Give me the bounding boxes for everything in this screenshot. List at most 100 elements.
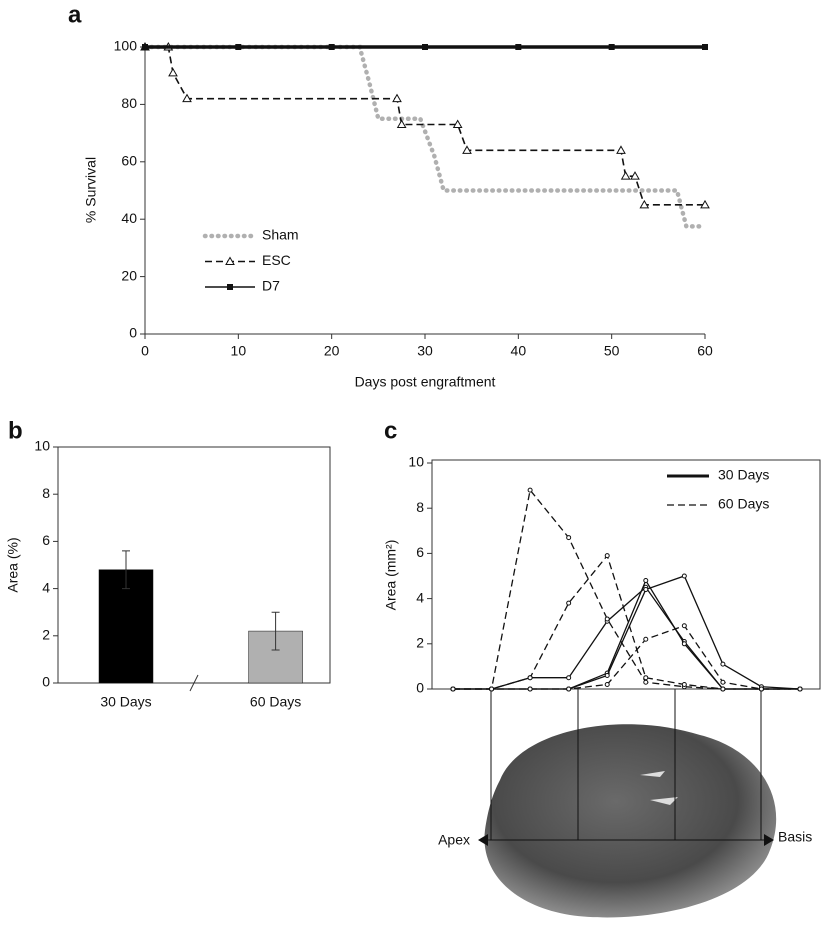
x-tick-label: 20 [324, 343, 340, 359]
y-tick-label: 10 [34, 438, 50, 454]
x-tick-label: 10 [231, 343, 247, 359]
marker [643, 587, 649, 593]
series-line [453, 579, 800, 690]
y-tick-label: 4 [42, 579, 50, 595]
marker [142, 44, 148, 50]
y-tick-label: 0 [42, 674, 50, 690]
heart-highlight [640, 771, 678, 805]
series-line [453, 488, 800, 690]
marker [566, 675, 572, 681]
error-bar [271, 611, 280, 651]
y-axis-label: % Survival [83, 157, 99, 223]
series-line [453, 624, 800, 690]
marker [643, 679, 649, 685]
y-tick-label: 6 [416, 544, 424, 560]
x-axis-label: Days post engraftment [355, 374, 496, 390]
legend-label: ESC [262, 252, 291, 268]
y-tick-label: 80 [121, 95, 137, 111]
marker [702, 44, 708, 50]
legend-label: D7 [262, 278, 280, 294]
marker [643, 636, 649, 642]
marker [515, 44, 522, 50]
marker [797, 686, 803, 692]
series-line [453, 575, 801, 690]
marker [489, 686, 495, 692]
marker [700, 199, 710, 209]
marker [182, 93, 192, 103]
marker [681, 681, 687, 687]
marker [604, 616, 610, 622]
y-tick-label: 2 [42, 627, 50, 643]
marker [235, 44, 242, 50]
marker [604, 681, 610, 687]
marker [630, 171, 640, 180]
series-line [453, 554, 800, 690]
marker [225, 256, 235, 265]
marker [616, 145, 626, 154]
marker [452, 119, 463, 128]
y-tick-label: 100 [114, 38, 138, 54]
y-tick-label: 6 [42, 532, 50, 548]
series-line [453, 586, 800, 690]
legend-label: 30 Days [718, 467, 769, 483]
x-tick-label: 50 [604, 343, 620, 359]
marker [168, 67, 178, 77]
marker [396, 119, 407, 128]
marker [462, 145, 472, 154]
x-tick-label: 0 [141, 343, 149, 359]
y-tick-label: 0 [416, 680, 424, 696]
marker [639, 199, 650, 209]
marker [566, 535, 572, 541]
y-tick-label: 60 [121, 153, 137, 169]
marker [422, 44, 428, 50]
marker [620, 171, 631, 180]
x-tick-label: 30 Days [100, 694, 151, 710]
marker [450, 686, 456, 692]
marker [681, 573, 687, 579]
marker [566, 686, 572, 692]
y-tick-label: 0 [129, 325, 137, 341]
plot-frame [431, 459, 821, 690]
legend-label: Sham [262, 227, 299, 243]
marker [604, 553, 610, 559]
y-tick-label: 20 [121, 267, 137, 283]
legend-label: 60 Days [718, 496, 769, 512]
y-axis-label: Area (mm²) [383, 540, 399, 611]
y-tick-label: 10 [408, 454, 424, 470]
panel-label: a [68, 1, 82, 28]
y-tick-label: 8 [416, 499, 424, 515]
y-tick-label: 2 [416, 635, 424, 651]
marker [527, 487, 533, 493]
y-tick-label: 40 [121, 210, 137, 226]
x-tick-label: 60 [697, 343, 713, 359]
annotation: Basis [778, 829, 812, 845]
marker [608, 44, 615, 50]
marker [643, 578, 649, 584]
y-axis-label: Area (%) [5, 537, 21, 592]
x-tick-label: 60 Days [250, 694, 301, 710]
marker [720, 661, 726, 667]
x-tick-label: 30 [417, 343, 433, 359]
y-tick-label: 8 [42, 485, 50, 501]
marker [392, 93, 402, 103]
marker [720, 686, 726, 692]
marker [720, 679, 726, 685]
marker [643, 675, 649, 681]
panel-label: c [384, 417, 397, 444]
error-bar [122, 550, 130, 590]
axis-break [189, 674, 199, 692]
panel-label: b [8, 417, 23, 444]
section-lines [486, 689, 766, 841]
series-line [142, 44, 708, 229]
marker [681, 641, 687, 647]
marker [681, 623, 687, 629]
annotation: Apex [438, 832, 470, 848]
marker [758, 686, 764, 692]
x-tick-label: 40 [511, 343, 527, 359]
marker [527, 675, 533, 681]
y-tick-label: 4 [416, 589, 424, 605]
heart-image [484, 724, 777, 918]
marker [566, 600, 572, 606]
marker [527, 686, 533, 692]
